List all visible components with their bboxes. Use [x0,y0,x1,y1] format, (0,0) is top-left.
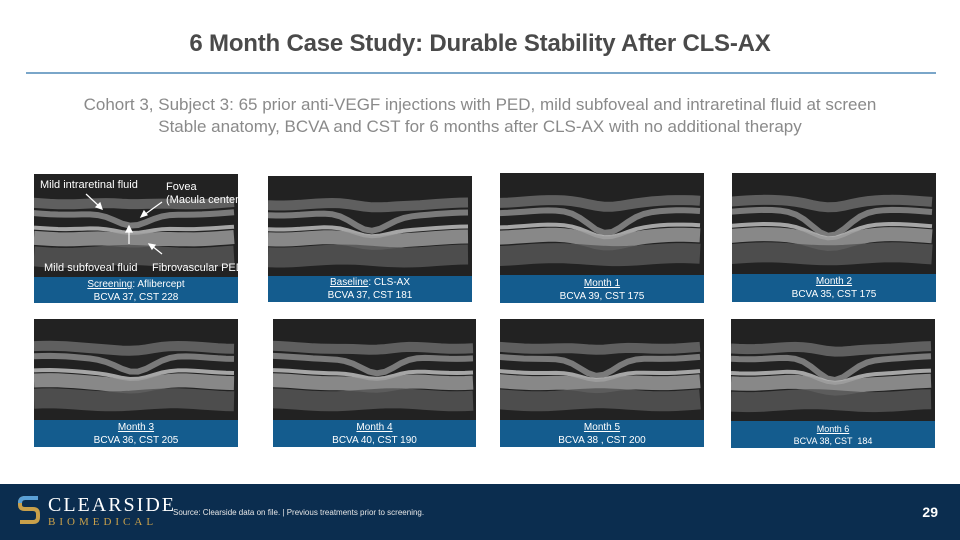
panel-title-row: Month 4 [273,422,476,433]
panel-stats: BCVA 37, CST 228 [93,292,179,303]
panel-label: Month 1 BCVA 39, CST 175 [500,275,704,303]
panel-name: Month 6 [816,424,850,434]
page-number: 29 [922,504,938,520]
panel-stats: BCVA 36, CST 205 [93,435,179,446]
panel-title-row: Month 2 [732,276,936,287]
panel-stats: BCVA 38 , CST 200 [558,435,646,446]
panel-name: Month 2 [815,276,853,287]
panel-title-row: Month 1 [500,278,704,289]
annotation-arrows [85,193,163,255]
panel-stats: BCVA 39, CST 175 [559,291,645,302]
panel-name: Month 4 [356,422,393,433]
panel-label: Month 3 BCVA 36, CST 205 [34,420,238,447]
oct-scan-image [731,319,935,421]
panel-stats: BCVA 40, CST 190 [332,435,417,446]
title-divider [26,72,936,74]
annotation-fovea: Fovea (Macula center) [166,181,242,207]
annotation-ped: Fibrovascular PED [152,262,244,274]
panel-title-row: Month 3 [34,422,238,433]
panel-title-row: Baseline: CLS-AX [268,277,472,288]
panel-label: Month 4 BCVA 40, CST 190 [273,420,476,447]
panel-title-row: Month 5 [500,422,704,433]
panel-label: Screening: Aflibercept BCVA 37, CST 228 [34,277,238,303]
panel-stats: BCVA 35, CST 175 [791,289,877,300]
panel-name: Month 3 [117,422,155,433]
oct-scan-image [273,319,476,420]
panel-stats: BCVA 38, CST 184 [793,436,873,446]
oct-scan-image [732,173,936,274]
footer-bar: CLEARSIDE BIOMEDICAL Source: Clearside d… [0,484,960,540]
oct-scan-image [34,174,238,277]
subtitle-line-2: Stable anatomy, BCVA and CST for 6 month… [158,117,802,136]
panel-name: Screening [87,279,133,290]
panel-stats: BCVA 37, CST 181 [327,290,413,301]
panel-label: Month 6 BCVA 38, CST 184 [731,421,935,448]
panel-label: Month 2 BCVA 35, CST 175 [732,274,936,302]
oct-scan-image [268,176,472,276]
subtitle-line-1: Cohort 3, Subject 3: 65 prior anti-VEGF … [83,95,877,114]
panel-name: Month 5 [583,422,621,433]
annotation-fovea-line1: Fovea [166,181,197,193]
oct-scan-image [500,319,704,420]
annotation-intraretinal: Mild intraretinal fluid [40,179,138,191]
logo-wordmark: CLEARSIDE [48,494,176,516]
oct-scan-image [500,173,704,275]
panel-title-row: Month 6 [731,424,935,434]
logo-subwordmark: BIOMEDICAL [48,516,158,528]
panel-name: Baseline [329,277,369,288]
panel-label: Month 5 BCVA 38 , CST 200 [500,420,704,447]
panel-label: Baseline: CLS-AX BCVA 37, CST 181 [268,276,472,302]
panel-name: Month 1 [583,278,621,289]
annotation-fovea-line2: (Macula center) [166,194,243,206]
clearside-logo-icon [18,496,40,524]
panel-suffix: : Aflibercept [132,279,185,290]
annotation-subfoveal: Mild subfoveal fluid [44,262,138,274]
panel-title-row: Screening: Aflibercept [34,279,238,290]
source-note: Source: Clearside data on file. | Previo… [173,508,425,517]
slide-title: 6 Month Case Study: Durable Stability Af… [189,30,771,57]
oct-scan-image [34,319,238,420]
panel-suffix: : CLS-AX [368,277,411,288]
slide-subtitle: Cohort 3, Subject 3: 65 prior anti-VEGF … [0,94,960,138]
